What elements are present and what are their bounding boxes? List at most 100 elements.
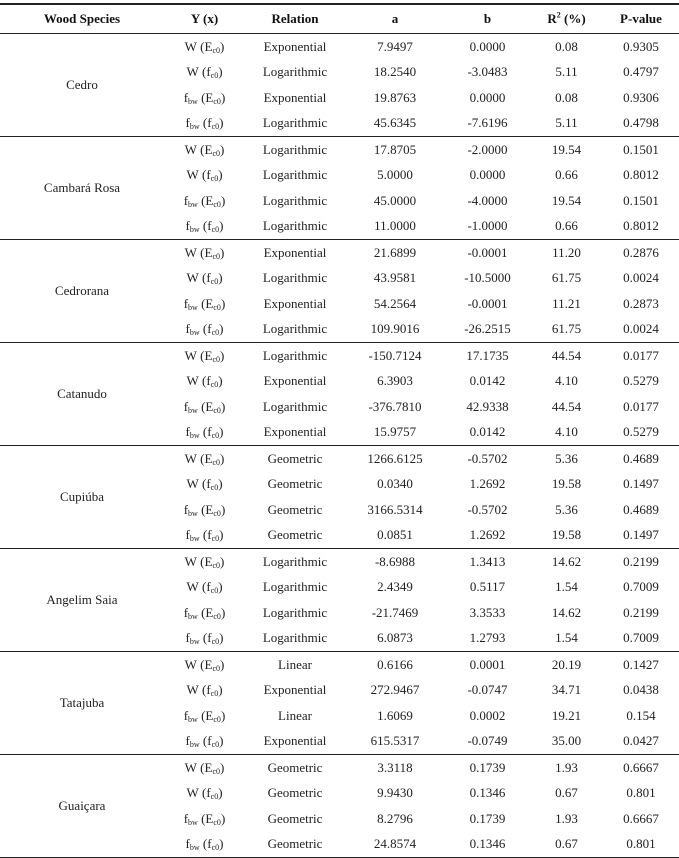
r2-cell: 5.11 xyxy=(530,110,603,137)
y-var: W xyxy=(184,244,197,260)
table-row: W (fc0) Exponential 272.9467 -0.0747 34.71 0.… xyxy=(0,677,679,703)
r2-cell: 19.54 xyxy=(551,141,582,157)
p-value-cell: 0.1501 xyxy=(623,192,659,208)
p-value-cell: 0.4797 xyxy=(623,64,659,79)
y-var-sub: bw xyxy=(189,534,200,543)
a-cell: 6.3903 xyxy=(377,373,413,388)
x-var-sub: c0 xyxy=(210,277,219,286)
b-cell: 0.1346 xyxy=(445,831,530,858)
p-value-cell: 0.7009 xyxy=(623,579,659,594)
table-row: W (fc0) Logarithmic 43.9581 -10.5000 61.75 0.… xyxy=(0,265,679,291)
y-cell: W (Ec0) xyxy=(184,244,225,261)
y-var: f xyxy=(185,321,190,336)
y-cell: fbw (Ec0) xyxy=(183,810,226,827)
a-cell: 0.0851 xyxy=(345,522,445,549)
y-var-sub: bw xyxy=(188,611,198,621)
y-var-sub: bw xyxy=(189,637,200,646)
p-value-cell: 0.154 xyxy=(626,707,656,723)
y-cell: W (Ec0) xyxy=(184,553,225,570)
y-var: f xyxy=(185,115,190,130)
x-var-sub: c0 xyxy=(211,534,220,543)
b-cell: 0.1346 xyxy=(469,785,506,800)
r2-cell: 4.10 xyxy=(555,373,578,388)
y-var-sub: bw xyxy=(189,740,200,749)
header-p: P-value xyxy=(603,3,679,34)
p-value-cell: 0.2876 xyxy=(623,244,659,260)
p-value-cell: 0.2873 xyxy=(623,295,659,311)
y-cell: fbw (fc0) xyxy=(164,110,245,137)
x-var-sub: c0 xyxy=(213,508,221,518)
y-cell: fbw (Ec0) xyxy=(183,707,226,724)
b-cell: 0.5117 xyxy=(469,579,506,594)
x-var: E xyxy=(204,244,213,260)
table-row: fbw (fc0) Exponential 15.9757 0.0142 4.10 0.5… xyxy=(0,419,679,446)
y-cell: fbw (fc0) xyxy=(164,728,245,755)
a-cell: 1266.6125 xyxy=(367,450,423,466)
y-var: f xyxy=(183,398,189,414)
p-value-cell: 0.1427 xyxy=(623,656,659,672)
y-var-sub: bw xyxy=(188,405,198,415)
r2-cell: 19.58 xyxy=(530,522,603,549)
p-value-cell: 0.1497 xyxy=(623,476,659,491)
y-var: W xyxy=(186,579,199,594)
y-cell: W (Ec0) xyxy=(184,141,225,158)
y-var: W xyxy=(184,38,197,54)
y-cell: W (fc0) xyxy=(186,785,223,801)
r2-cell: 11.20 xyxy=(552,244,581,260)
a-cell: 615.5317 xyxy=(345,728,445,755)
y-cell: W (Ec0) xyxy=(184,450,225,467)
r2-cell: 19.21 xyxy=(551,707,582,723)
y-cell: fbw (Ec0) xyxy=(183,295,226,312)
y-var-sub: bw xyxy=(188,714,198,724)
species-cell: Cambará Rosa xyxy=(0,136,164,240)
y-cell: W (fc0) xyxy=(186,682,223,698)
y-cell: W (fc0) xyxy=(186,270,223,286)
y-var: W xyxy=(184,141,197,157)
relation-cell: Logarithmic xyxy=(262,579,328,594)
x-var-sub: c0 xyxy=(213,817,221,827)
table-row: fbw (fc0) Logarithmic 109.9016 -26.2515 61.7… xyxy=(0,316,679,343)
b-cell: 17.1735 xyxy=(466,347,509,363)
b-cell: -2.0000 xyxy=(467,141,508,157)
table-row: fbw (fc0) Geometric 0.0851 1.2692 19.58 0.149… xyxy=(0,522,679,549)
b-cell: 1.3413 xyxy=(469,553,506,569)
a-cell: 45.6345 xyxy=(345,110,445,137)
p-value-cell: 0.9305 xyxy=(623,38,659,54)
b-cell: -1.0000 xyxy=(445,213,530,240)
b-cell: 0.0000 xyxy=(469,89,506,105)
r2-cell: 35.00 xyxy=(530,728,603,755)
p-value-cell: 0.1501 xyxy=(623,141,659,157)
b-cell: -3.0483 xyxy=(467,64,508,79)
y-var: f xyxy=(185,424,190,439)
relation-cell: Exponential xyxy=(263,373,327,388)
a-cell: 19.8763 xyxy=(373,89,417,105)
p-value-cell: 0.6667 xyxy=(623,759,659,775)
r2-cell: 14.62 xyxy=(551,604,582,620)
x-var: f xyxy=(206,64,211,79)
table-row: Cambará Rosa W (Ec0) Logarithmic 17.8705 -2.… xyxy=(0,136,679,240)
a-cell: 5.0000 xyxy=(377,167,413,182)
table-row: fbw (Ec0) Logarithmic -376.7810 42.9338 44.5… xyxy=(0,394,679,420)
b-cell: -0.5702 xyxy=(467,501,508,517)
relation-cell: Logarithmic xyxy=(262,553,328,569)
x-var-sub: c0 xyxy=(211,740,220,749)
species-cell: Cedrorana xyxy=(0,239,164,343)
b-cell: 0.0142 xyxy=(469,373,506,388)
y-cell: W (Ec0) xyxy=(184,347,225,364)
r2-cell: 5.36 xyxy=(555,501,578,517)
y-cell: W (Ec0) xyxy=(184,759,225,776)
b-cell: -10.5000 xyxy=(464,270,511,285)
relation-cell: Logarithmic xyxy=(262,192,328,208)
y-var: W xyxy=(184,759,197,775)
y-cell: fbw (Ec0) xyxy=(183,192,226,209)
relation-cell: Exponential xyxy=(263,295,327,311)
r2-cell: 0.66 xyxy=(555,167,578,182)
b-cell: 0.0002 xyxy=(469,707,506,723)
relation-cell: Logarithmic xyxy=(262,167,328,182)
x-var: f xyxy=(206,476,211,491)
p-value-cell: 0.801 xyxy=(603,831,679,858)
species-cell: Catanudo xyxy=(0,342,164,446)
relation-cell: Exponential xyxy=(263,244,327,260)
y-cell: fbw (Ec0) xyxy=(183,604,226,621)
x-var: f xyxy=(206,682,211,697)
